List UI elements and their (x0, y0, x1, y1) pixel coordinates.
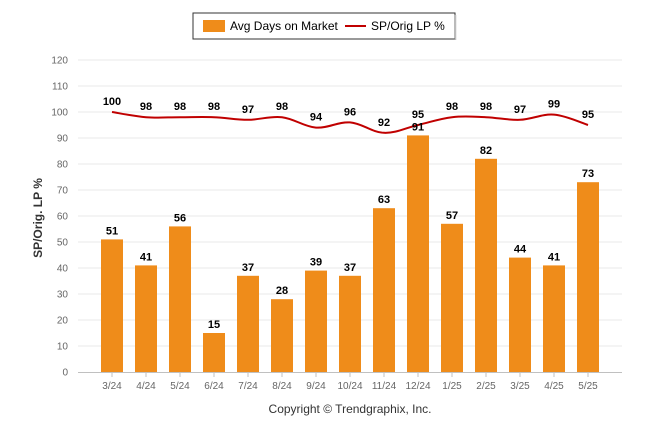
line-data-labels: 100 98 98 98 97 98 94 96 92 95 98 98 97 99 95 (103, 96, 594, 129)
bar-value-label: 37 (242, 262, 254, 274)
bar (169, 226, 191, 372)
x-tick-label: 2/25 (476, 381, 496, 392)
bar (305, 270, 327, 372)
bar (577, 182, 599, 372)
y-tick-label: 70 (57, 186, 69, 197)
legend-box (192, 12, 456, 40)
y-tick-label: 40 (57, 264, 69, 275)
line-value-label: 98 (276, 101, 288, 113)
x-tick-label: 9/24 (306, 381, 326, 392)
line-value-label: 98 (480, 101, 492, 113)
bar-value-label: 41 (140, 251, 152, 263)
x-tick-label: 11/24 (372, 381, 397, 392)
bar-value-label: 82 (480, 145, 492, 157)
x-tick-label: 8/24 (272, 381, 292, 392)
y-tick-label: 80 (57, 160, 69, 171)
bar (407, 135, 429, 372)
gridlines (78, 59, 622, 347)
y-tick-label: 30 (57, 290, 69, 301)
line-value-label: 99 (548, 99, 560, 111)
line-series-sp-orig-lp (111, 111, 589, 134)
bar (441, 223, 463, 372)
bar (203, 333, 225, 372)
x-tick-label: 4/24 (136, 381, 156, 392)
line-value-label: 94 (310, 112, 323, 124)
legend-label-avg-days: Avg Days on Market (230, 19, 338, 33)
bar-data-labels: 51 41 56 15 37 28 39 37 63 91 57 82 44 41 73 (106, 121, 594, 331)
bar-value-label: 15 (208, 319, 220, 331)
bar (271, 299, 293, 372)
sp-orig-lp-line (111, 111, 589, 134)
bar (509, 257, 531, 372)
y-tick-label: 90 (57, 134, 69, 145)
line-value-label: 98 (140, 101, 152, 113)
y-tick-label: 0 (62, 368, 68, 379)
x-tick-label: 4/25 (544, 381, 564, 392)
legend-swatch-avg-days (203, 20, 225, 32)
y-tick-label: 20 (57, 316, 69, 327)
y-tick-label: 100 (51, 108, 68, 119)
bar (543, 265, 565, 372)
y-tick-label: 10 (57, 342, 69, 353)
bar-value-label: 41 (548, 251, 560, 263)
x-tick-label: 12/24 (405, 381, 430, 392)
bar (339, 275, 361, 372)
bar-value-label: 91 (412, 121, 424, 133)
x-tick-label: 3/25 (510, 381, 530, 392)
x-tick-label: 7/24 (238, 381, 258, 392)
bar-value-label: 37 (344, 262, 356, 274)
bar (373, 208, 395, 372)
line-value-label: 98 (174, 101, 186, 113)
bar (101, 239, 123, 372)
y-tick-label: 50 (57, 238, 69, 249)
x-tick-label: 5/25 (578, 381, 598, 392)
line-value-label: 100 (103, 96, 121, 108)
line-value-label: 96 (344, 106, 356, 118)
bar-value-label: 63 (378, 194, 390, 206)
bar (135, 265, 157, 372)
copyright-text: Copyright © Trendgraphix, Inc. (269, 402, 432, 416)
y-tick-label: 60 (57, 212, 69, 223)
bar-value-label: 51 (106, 225, 118, 237)
x-axis: 3/24 4/24 5/24 6/24 7/24 8/24 9/24 10/24 11/24 12… (78, 372, 622, 392)
bar-value-label: 57 (446, 210, 458, 222)
y-axis: 0 10 20 30 40 50 60 70 80 90 100 110 120 (51, 56, 68, 379)
bar-value-label: 56 (174, 212, 186, 224)
bar-value-label: 39 (310, 257, 322, 269)
x-tick-label: 1/25 (442, 381, 462, 392)
y-axis-title: SP/Orig. LP % (31, 178, 45, 258)
y-tick-label: 110 (52, 82, 68, 93)
bar-value-label: 73 (582, 168, 594, 180)
line-value-label: 98 (208, 101, 220, 113)
line-value-label: 97 (242, 104, 254, 116)
bar (237, 275, 259, 372)
line-value-label: 95 (412, 109, 424, 121)
x-tick-label: 3/24 (102, 381, 122, 392)
bar (475, 158, 497, 372)
legend: Avg Days on Market SP/Orig LP % (192, 12, 457, 40)
line-value-label: 92 (378, 117, 390, 129)
line-value-label: 95 (582, 109, 594, 121)
x-tick-label: 5/24 (170, 381, 190, 392)
legend-label-sp-orig: SP/Orig LP % (371, 19, 445, 33)
bar-value-label: 28 (276, 285, 288, 297)
line-value-label: 97 (514, 104, 526, 116)
x-tick-label: 6/24 (204, 381, 224, 392)
y-tick-label: 120 (51, 56, 68, 67)
bar-series-avg-days-on-market (101, 135, 599, 372)
x-tick-label: 10/24 (337, 381, 362, 392)
bar-value-label: 44 (514, 244, 527, 256)
line-value-label: 98 (446, 101, 458, 113)
